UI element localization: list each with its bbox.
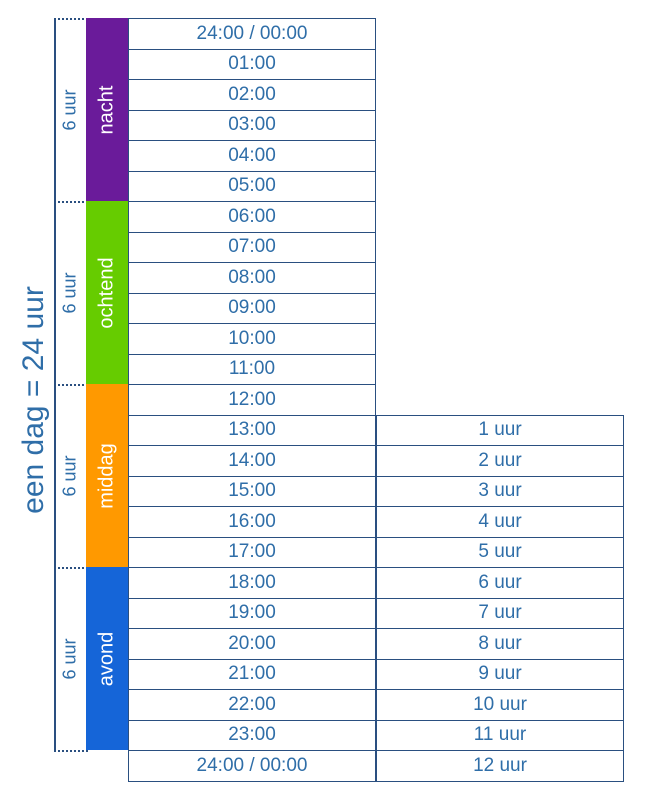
hour-count-cell: 6 uur (376, 567, 624, 599)
time-cell: 17:00 (128, 536, 376, 568)
hour-count-cell: 3 uur (376, 475, 624, 507)
hour-count-cell: 2 uur (376, 445, 624, 477)
period-avond: avond (86, 567, 128, 750)
time-cell: 11:00 (128, 353, 376, 385)
hour-count-cell: 4 uur (376, 506, 624, 538)
time-cell: 24:00 / 00:00 (128, 750, 376, 782)
period-separator (54, 567, 88, 569)
time-cell: 01:00 (128, 48, 376, 80)
time-cell: 16:00 (128, 506, 376, 538)
period-separator (54, 384, 88, 386)
period-label-middag: middag (95, 442, 118, 509)
time-cell: 05:00 (128, 170, 376, 202)
main-title: een dag = 24 uur (17, 286, 50, 514)
duration-label-ochtend: 6 uur (59, 271, 80, 314)
period-ochtend: ochtend (86, 201, 128, 384)
time-cell: 20:00 (128, 628, 376, 660)
period-separator (54, 18, 88, 20)
hour-count-cell: 5 uur (376, 536, 624, 568)
period-separator (54, 750, 88, 752)
time-cell: 23:00 (128, 719, 376, 751)
time-cell: 15:00 (128, 475, 376, 507)
hour-count-cell: 11 uur (376, 719, 624, 751)
hour-count-cell: 1 uur (376, 414, 624, 446)
time-cell: 08:00 (128, 262, 376, 294)
time-cell: 09:00 (128, 292, 376, 324)
time-cell: 10:00 (128, 323, 376, 355)
time-cell: 21:00 (128, 658, 376, 690)
hour-count-cell: 8 uur (376, 628, 624, 660)
period-separator (54, 201, 88, 203)
duration-label-middag: 6 uur (59, 454, 80, 497)
time-cell: 12:00 (128, 384, 376, 416)
hour-count-cell: 9 uur (376, 658, 624, 690)
time-cell: 13:00 (128, 414, 376, 446)
hour-count-cell: 12 uur (376, 750, 624, 782)
period-middag: middag (86, 384, 128, 567)
period-label-ochtend: ochtend (95, 256, 118, 329)
hour-count-cell: 7 uur (376, 597, 624, 629)
time-cell: 22:00 (128, 689, 376, 721)
time-cell: 18:00 (128, 567, 376, 599)
time-cell: 07:00 (128, 231, 376, 263)
duration-label-nacht: 6 uur (59, 88, 80, 131)
period-label-avond: avond (95, 631, 118, 686)
time-cell: 03:00 (128, 109, 376, 141)
duration-label-avond: 6 uur (59, 637, 80, 680)
time-cell: 06:00 (128, 201, 376, 233)
time-cell: 02:00 (128, 79, 376, 111)
time-cell: 24:00 / 00:00 (128, 18, 376, 50)
period-nacht: nacht (86, 18, 128, 201)
time-cell: 04:00 (128, 140, 376, 172)
time-cell: 19:00 (128, 597, 376, 629)
time-cell: 14:00 (128, 445, 376, 477)
period-label-nacht: nacht (95, 85, 118, 134)
hour-count-cell: 10 uur (376, 689, 624, 721)
